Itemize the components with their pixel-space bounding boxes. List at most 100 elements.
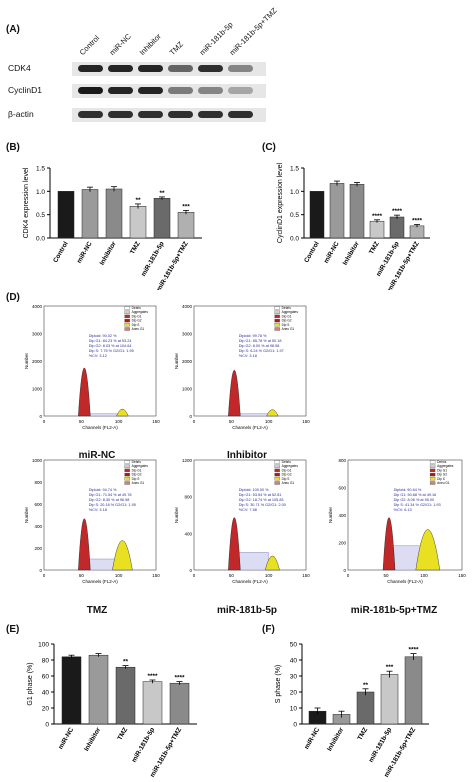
histogram-title: TMZ [86, 605, 108, 616]
significance-mark: **** [147, 673, 158, 680]
blot-band [138, 87, 163, 94]
hist-stat-line: Dip G2: 8.03 % at 104.64 [89, 344, 132, 348]
hist-y-tick-label: 3000 [182, 332, 193, 337]
hist-x-tick-label: 50 [79, 573, 85, 578]
hist-y-tick-label: 3000 [32, 332, 43, 337]
panel-label-f: (F) [262, 624, 275, 635]
hist-y-tick-label: 0 [39, 414, 42, 419]
significance-mark: *** [386, 664, 394, 671]
hist-stat-line: Dip S: 6.24 % G2/G1: 1.97 [239, 349, 284, 353]
significance-mark: *** [182, 203, 190, 210]
significance-mark: **** [372, 213, 383, 220]
hist-stat-line: Dip S: 30.71 % G2/G1: 2.00 [239, 503, 286, 507]
legend-entry: Dip G1 [282, 468, 292, 472]
blot-row-label: CDK4 [8, 63, 31, 73]
legend-swatch [124, 310, 130, 314]
legend-swatch [429, 464, 436, 468]
legend-entry: Dip S [437, 477, 445, 481]
g2-peak [116, 408, 129, 417]
hist-stat-line: Diploid: 90.64 % [394, 488, 422, 492]
hist-y-tick-label: 1000 [182, 387, 193, 392]
hist-stat-line: %CV: 3.12 [89, 354, 107, 358]
y-tick-label: 1.0 [36, 189, 45, 196]
hist-x-tick-label: 100 [115, 419, 123, 424]
hist-stat-line: Diploid: 99.78 % [239, 334, 267, 338]
hist-x-label: Channels (FL2-A) [82, 425, 118, 430]
hist-x-tick-label: 50 [383, 573, 389, 578]
hist-y-tick-label: 0 [343, 568, 346, 573]
hist-x-tick-label: 50 [229, 419, 235, 424]
hist-y-tick-label: 200 [338, 541, 346, 546]
legend-swatch [124, 464, 130, 468]
legend-entry: Aggregates [132, 464, 149, 468]
hist-y-label: Number [328, 507, 333, 524]
hist-y-label: Number [24, 507, 29, 524]
histogram: 0 400 800 1200 Number 0 50 100 150 Channels (FL2-… [174, 458, 310, 584]
legend-entry: Debris [132, 306, 142, 310]
bar [115, 666, 136, 725]
bar [169, 682, 190, 725]
legend-swatch [274, 318, 280, 323]
significance-mark: **** [408, 647, 419, 654]
blot-band [228, 111, 253, 118]
s-phase-region [238, 413, 269, 417]
legend-entry: Debris [282, 460, 292, 464]
hist-y-tick-label: 4000 [182, 304, 193, 309]
blot-band [78, 65, 103, 72]
legend-entry: Dip S [282, 323, 290, 327]
significance-mark: ** [135, 197, 141, 204]
blot-band [228, 87, 253, 94]
g2-peak [264, 555, 280, 571]
hist-y-tick-label: 400 [338, 513, 346, 518]
bar [88, 654, 109, 725]
y-tick-label: 0.5 [290, 212, 299, 219]
legend-swatch [124, 481, 130, 485]
histogram: 0 200 400 600 800 1000 Number 0 50 100 150 Channels… [24, 458, 160, 584]
hist-y-tick-label: 600 [34, 502, 42, 507]
hist-x-tick-label: 100 [265, 573, 273, 578]
y-tick-label: 0 [293, 722, 297, 729]
hist-stat-line: Dip G1: 53.54 % at 52.81 [239, 493, 282, 497]
y-tick-label: 1.5 [290, 166, 299, 173]
hist-x-tick-label: 100 [115, 573, 123, 578]
legend-entry: Aggregates [282, 310, 299, 314]
hist-y-tick-label: 2000 [182, 359, 193, 364]
bar [57, 191, 75, 239]
legend-entry: Dip G1 [437, 468, 447, 472]
legend-swatch [429, 468, 436, 473]
legend-swatch [274, 327, 280, 331]
histogram-title: miR-181b-5p+TMZ [350, 605, 438, 616]
hist-x-tick-label: 50 [229, 573, 235, 578]
blot-band [108, 87, 133, 94]
blot-band [168, 65, 193, 72]
hist-y-tick-label: 4000 [32, 304, 43, 309]
legend-entry: Dip G2 [282, 473, 292, 477]
y-axis-label: CyclinD1 expression level [277, 162, 284, 243]
panel-label-c: (C) [262, 142, 276, 153]
legend-entry: Aggregates [282, 464, 299, 468]
y-tick-label: 100 [38, 642, 49, 649]
legend-swatch [274, 314, 280, 319]
category-label: miR-NC [57, 726, 75, 750]
significance-mark: ** [123, 659, 129, 666]
y-tick-label: 1.0 [290, 189, 299, 196]
legend-entry: Dip G1 [282, 314, 292, 318]
panel-label-e: (E) [6, 624, 20, 635]
legend-entry: Aneu G1 [132, 327, 145, 331]
hist-stat-line: %CV: 6.13 [394, 508, 412, 512]
y-tick-label: 0.0 [290, 236, 299, 243]
blot-band [168, 87, 193, 94]
g1-peak [228, 517, 241, 571]
western-blot: Control miR-NC Inhibitor TMZ miR-181b-5p miR-… [0, 0, 474, 140]
legend-swatch [124, 306, 130, 310]
hist-stat-line: Diploid: 94.74 % [89, 488, 117, 492]
significance-mark: ** [159, 190, 165, 197]
hist-x-label: Channels (FL2-A) [232, 425, 268, 430]
category-label: TMZ [356, 726, 369, 741]
legend-entry: Dip G2 [437, 473, 447, 477]
y-tick-label: 1.5 [36, 166, 45, 173]
blot-band [78, 111, 103, 118]
legend-swatch [124, 468, 130, 473]
blot-band [198, 65, 223, 72]
